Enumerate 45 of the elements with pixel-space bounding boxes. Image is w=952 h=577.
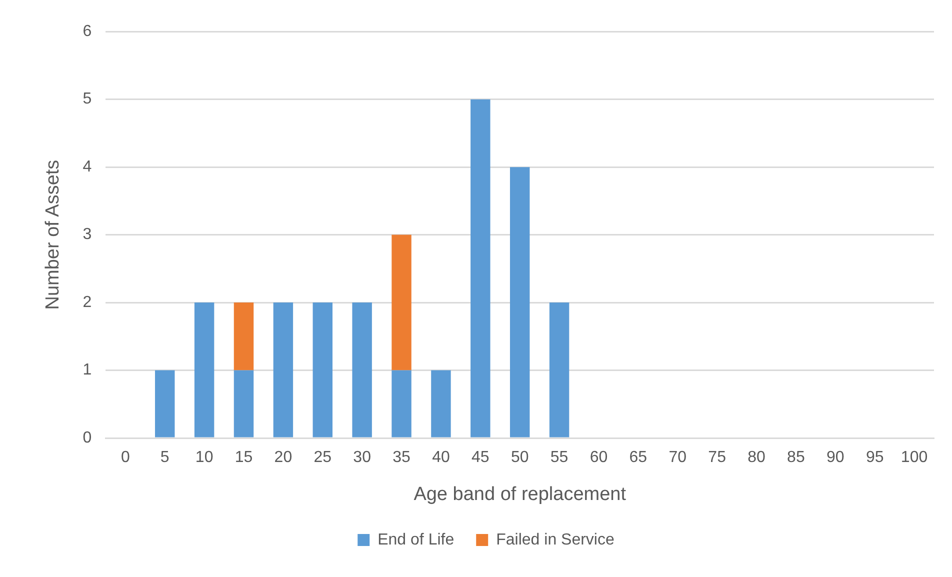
x-tick-label: 35 (392, 449, 411, 466)
bar (194, 302, 214, 438)
legend-label: End of Life (378, 531, 454, 548)
bar (234, 302, 254, 370)
x-tick-label: 25 (314, 449, 332, 466)
x-tick-label: 15 (234, 449, 253, 466)
bar (470, 99, 490, 438)
y-tick-label: 6 (82, 23, 92, 40)
x-tick-label: 60 (590, 449, 608, 466)
y-tick-label: 0 (82, 429, 92, 446)
bar (392, 370, 412, 438)
bar (549, 302, 570, 438)
x-tick-label: 65 (629, 449, 648, 466)
x-tick-label: 85 (787, 449, 805, 466)
legend-label: Failed in Service (496, 531, 614, 548)
x-tick-label: 50 (510, 449, 529, 466)
x-tick-label: 100 (900, 449, 928, 466)
x-tick-label: 0 (120, 449, 130, 466)
bar (392, 234, 412, 370)
x-tick-label: 30 (353, 449, 372, 466)
bar (234, 370, 254, 438)
x-tick-label: 5 (160, 449, 170, 466)
x-tick-label: 70 (668, 449, 687, 466)
y-axis-title: Number of Assets (42, 160, 64, 310)
bar (273, 302, 294, 438)
x-tick-label: 75 (708, 449, 726, 466)
x-tick-label: 80 (748, 449, 766, 466)
x-tick-label: 95 (866, 449, 884, 466)
x-tick-label: 20 (274, 449, 292, 466)
y-tick-label: 2 (82, 294, 92, 311)
y-tick-label: 4 (82, 158, 92, 176)
bar (431, 370, 451, 438)
x-axis-title: Age band of replacement (414, 484, 627, 505)
x-tick-label: 40 (432, 449, 450, 466)
x-tick-label: 45 (472, 449, 490, 466)
bar (510, 167, 530, 438)
y-tick-label: 1 (82, 362, 92, 379)
bar (352, 302, 372, 438)
x-tick-label: 90 (826, 449, 844, 466)
y-tick-label: 5 (82, 90, 92, 108)
x-tick-label: 10 (195, 449, 214, 466)
x-tick-label: 55 (550, 449, 568, 466)
y-tick-label: 3 (82, 226, 92, 244)
bar (312, 302, 332, 438)
bar (155, 370, 175, 438)
